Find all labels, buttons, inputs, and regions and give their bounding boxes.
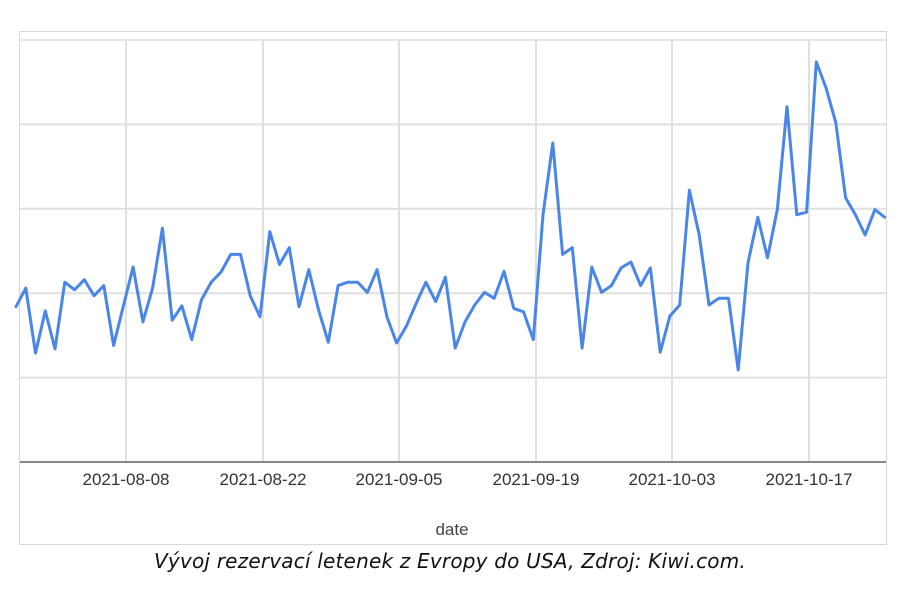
horizontal-gridlines [20, 123, 886, 379]
x-axis-title: date [435, 520, 469, 539]
x-tick-label: 2021-10-03 [628, 470, 716, 489]
x-tick-label: 2021-09-19 [492, 470, 580, 489]
x-tick-label: 2021-09-05 [355, 470, 443, 489]
bookings-line [14, 60, 887, 372]
chart-frame [19, 31, 887, 545]
x-tick-label: 2021-08-22 [219, 470, 307, 489]
x-tick-label: 2021-10-17 [765, 470, 853, 489]
x-tick-label: 2021-08-08 [82, 470, 170, 489]
vertical-gridlines [125, 40, 810, 462]
figure-caption: Vývoj rezervací letenek z Evropy do USA,… [154, 549, 746, 573]
